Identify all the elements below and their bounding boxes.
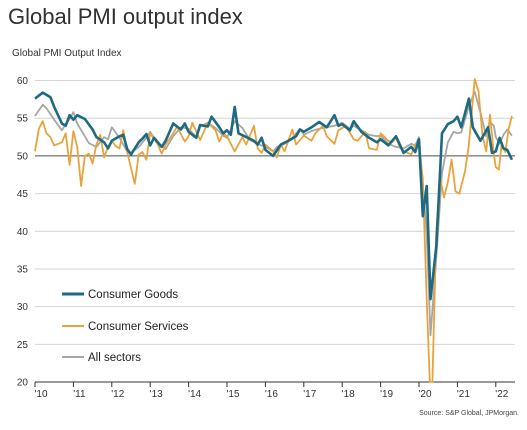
x-tick-label: '16: [265, 389, 278, 400]
y-tick-label: 40: [17, 227, 29, 238]
x-tick-label: '10: [34, 389, 47, 400]
x-tick-label: '18: [342, 389, 355, 400]
source-note: Source: S&P Global, JPMorgan.: [419, 410, 519, 417]
legend-label-consumer-services: Consumer Services: [88, 321, 189, 333]
x-tick-label: '22: [495, 389, 508, 400]
y-tick-label: 45: [17, 189, 29, 200]
x-tick-label: '17: [303, 389, 316, 400]
legend-label-all-sectors: All sectors: [88, 352, 141, 364]
x-tick-label: '13: [150, 389, 163, 400]
y-tick-label: 30: [17, 302, 29, 313]
y-tick-label: 60: [17, 76, 29, 87]
x-tick-label: '11: [73, 389, 86, 400]
x-tick-label: '21: [457, 389, 470, 400]
chart-title: Global PMI output index: [8, 4, 243, 29]
x-tick-label: '15: [226, 389, 239, 400]
y-tick-label: 50: [17, 151, 29, 162]
y-axis-label: Global PMI Output Index: [12, 48, 122, 59]
x-tick-label: '20: [418, 389, 431, 400]
x-tick-label: '14: [188, 389, 201, 400]
x-tick-label: '12: [111, 389, 124, 400]
y-tick-label: 25: [17, 340, 29, 351]
y-tick-label: 35: [17, 264, 29, 275]
x-tick-label: '19: [380, 389, 393, 400]
y-tick-label: 20: [17, 378, 29, 389]
y-tick-label: 55: [17, 114, 29, 125]
series-line-consumer-services: [34, 78, 513, 383]
legend-label-consumer-goods: Consumer Goods: [88, 289, 178, 301]
series-line-consumer-goods: [34, 91, 514, 301]
